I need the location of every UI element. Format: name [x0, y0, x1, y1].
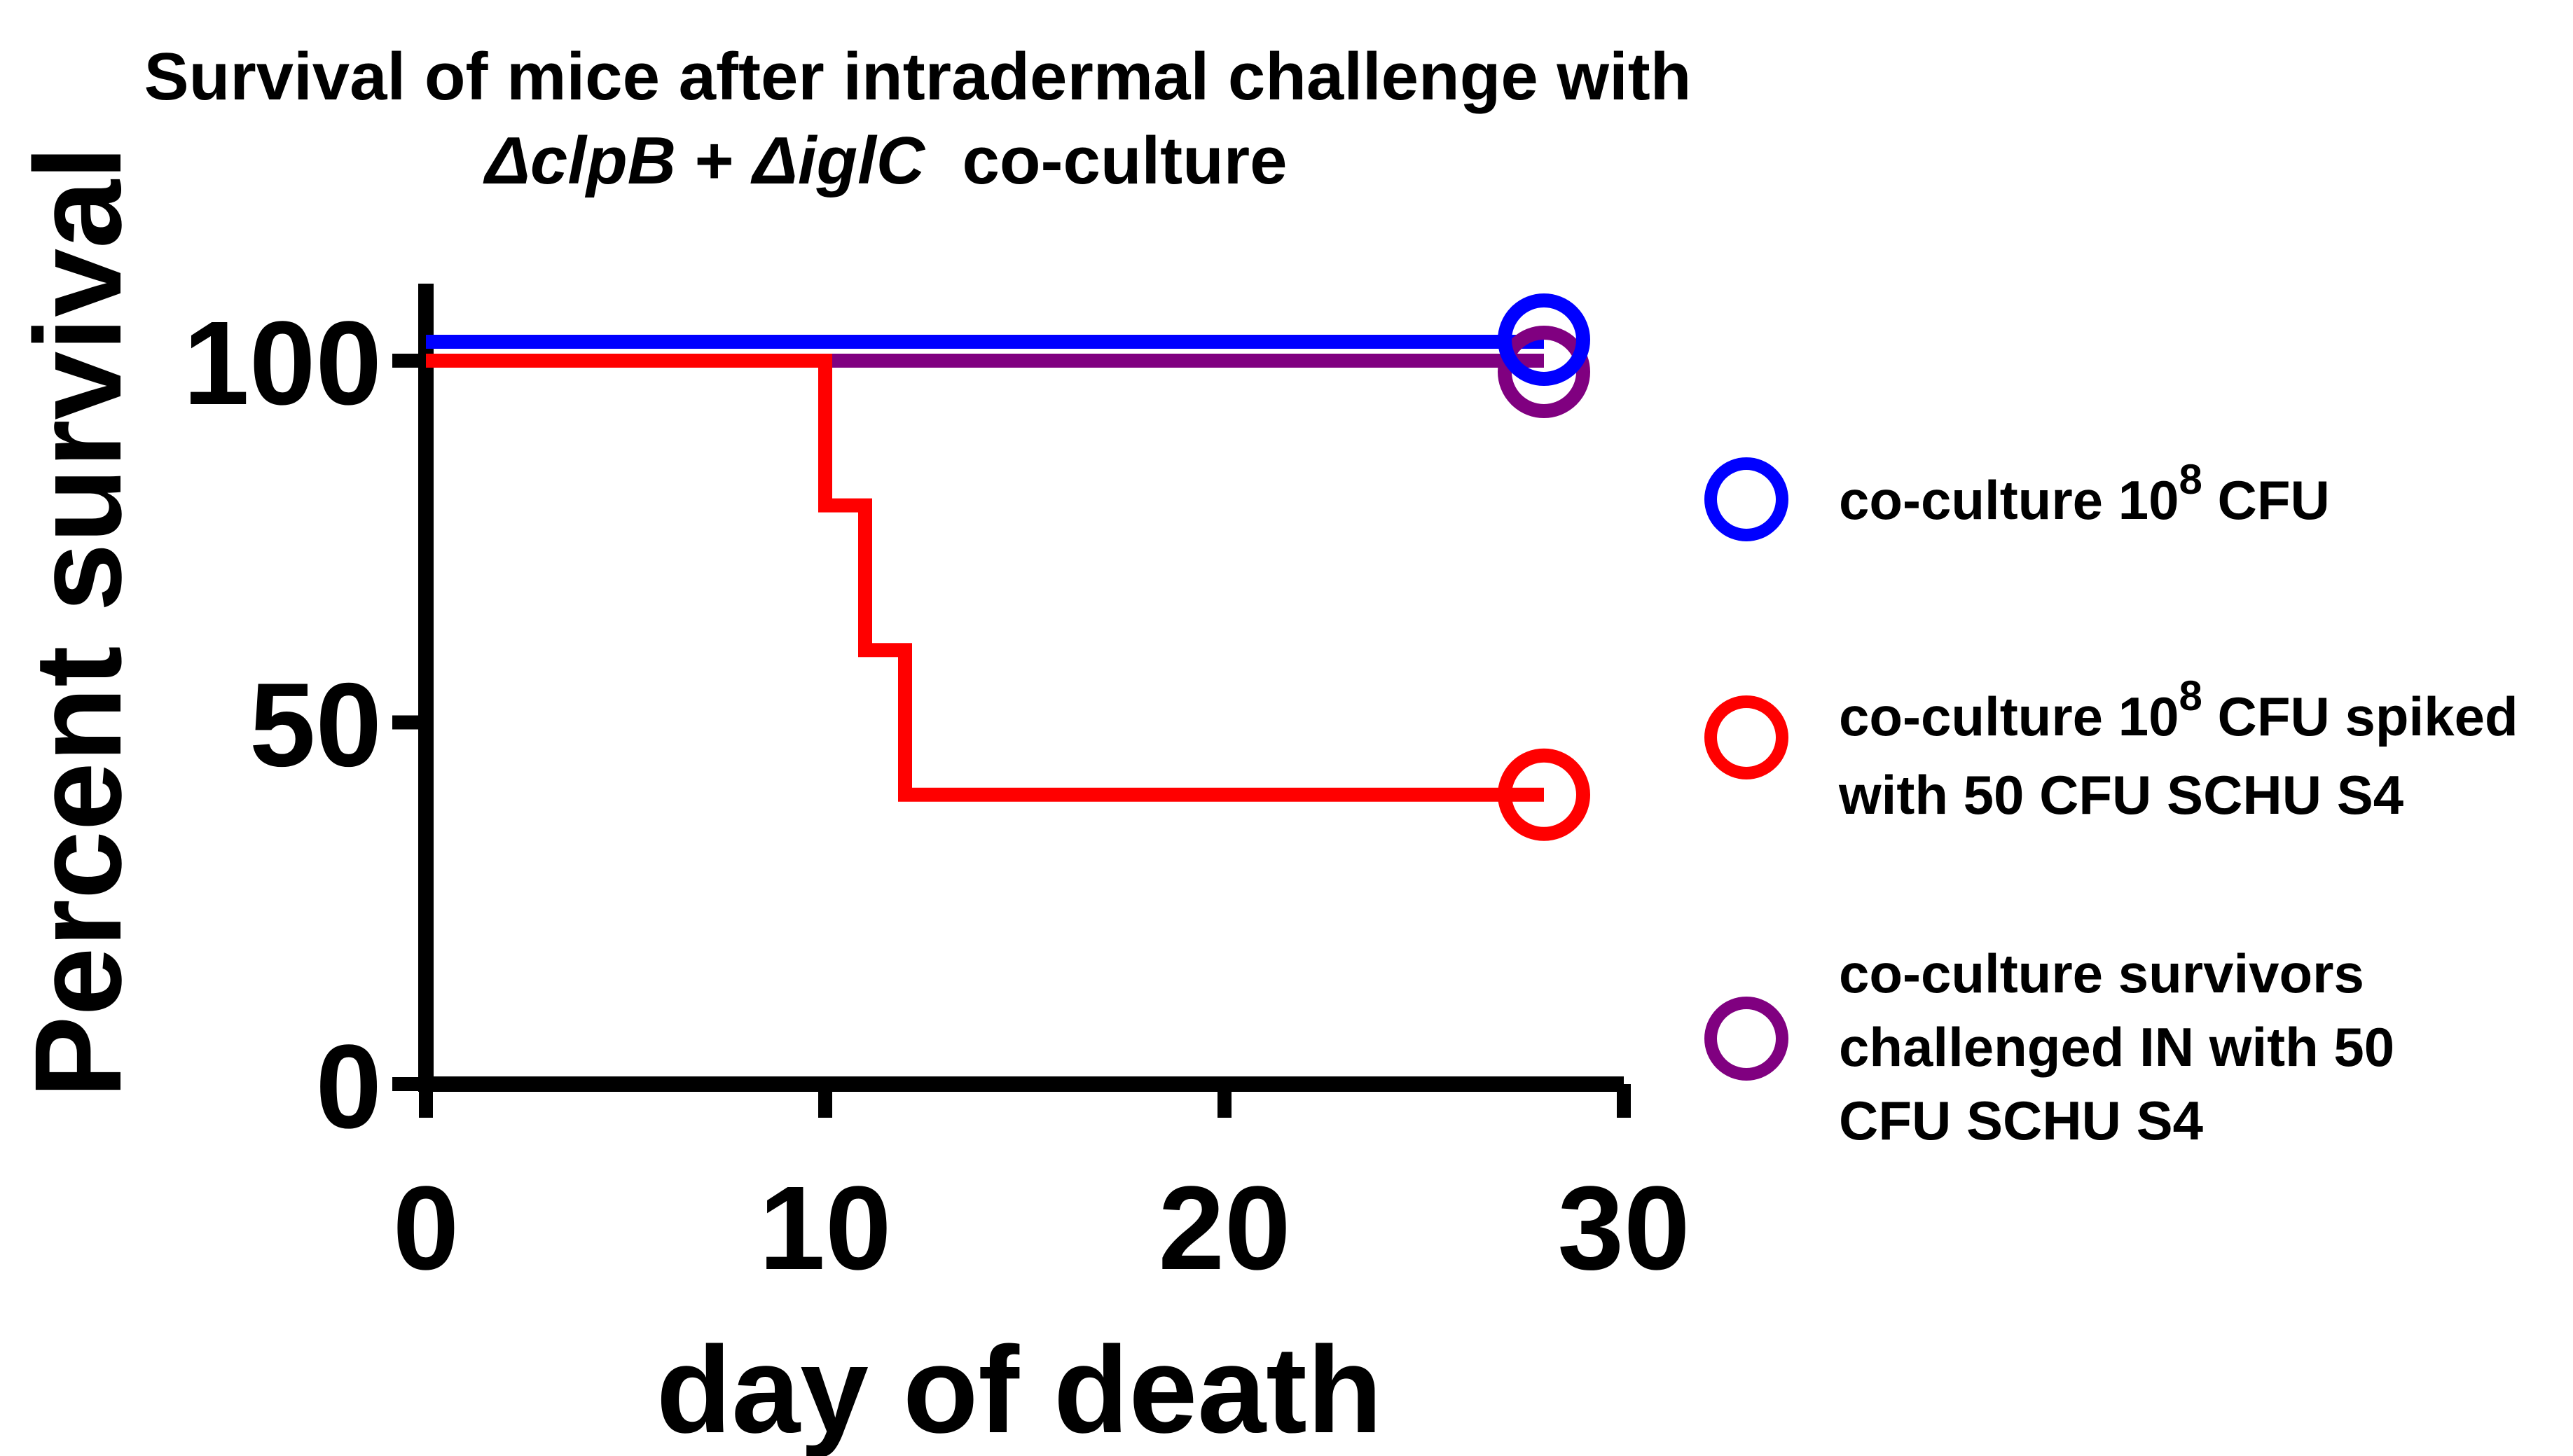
censor-marker-blue — [1498, 293, 1590, 386]
legend-2-text: co-culture 10 — [1839, 686, 2179, 747]
legend-label-2-line2: with 50 CFU SCHU S4 — [1838, 764, 2403, 826]
legend-1-suffix: CFU — [2202, 469, 2330, 531]
legend-1-text: co-culture 10 — [1839, 469, 2179, 531]
legend-2-suffix: CFU spiked — [2202, 686, 2518, 747]
legend-label-3-line2: challenged IN with 50 — [1839, 1016, 2394, 1078]
chart-title-line1: Survival of mice after intradermal chall… — [144, 39, 1692, 114]
x-axis-ticks: 0 10 20 30 — [393, 1084, 1690, 1295]
legend-marker-blue — [1704, 457, 1788, 541]
legend-label-3-line1: co-culture survivors — [1839, 943, 2364, 1004]
legend: co-culture 108 CFU co-culture 108 CFU sp… — [1704, 456, 2518, 1151]
legend-label-3-line3: CFU SCHU S4 — [1839, 1090, 2203, 1151]
title-plus: + — [676, 123, 752, 198]
legend-marker-purple — [1704, 997, 1788, 1081]
x-tick-label-0: 0 — [393, 1162, 460, 1295]
title-gene-iglc: ΔiglC — [750, 123, 925, 198]
x-tick-label-10: 10 — [759, 1162, 891, 1295]
x-axis-label: day of death — [656, 1322, 1383, 1456]
x-tick-label-30: 30 — [1557, 1162, 1690, 1295]
legend-1-superscript: 8 — [2179, 456, 2202, 503]
y-tick-label-100: 100 — [183, 297, 382, 430]
series-line-red — [426, 354, 1544, 802]
censor-marker-red — [1498, 748, 1590, 841]
x-tick-label-20: 20 — [1158, 1162, 1290, 1295]
legend-marker-red — [1704, 695, 1788, 779]
series-group — [426, 293, 1590, 841]
title-coculture: co-culture — [925, 123, 1287, 198]
censor-marker-purple — [1498, 326, 1590, 418]
legend-label-1: co-culture 108 CFU — [1839, 456, 2330, 531]
legend-2-superscript: 8 — [2179, 672, 2202, 719]
y-axis-ticks: 0 50 100 — [183, 297, 426, 1153]
y-tick-label-50: 50 — [249, 659, 382, 792]
y-axis-label: Percent survival — [10, 146, 147, 1098]
y-tick-label-0: 0 — [315, 1020, 382, 1153]
title-gene-clpb: ΔclpB — [483, 123, 675, 198]
legend-label-2-line1: co-culture 108 CFU spiked — [1839, 672, 2518, 747]
chart-title-line2: ΔclpB + ΔiglC co-culture — [483, 123, 1287, 198]
